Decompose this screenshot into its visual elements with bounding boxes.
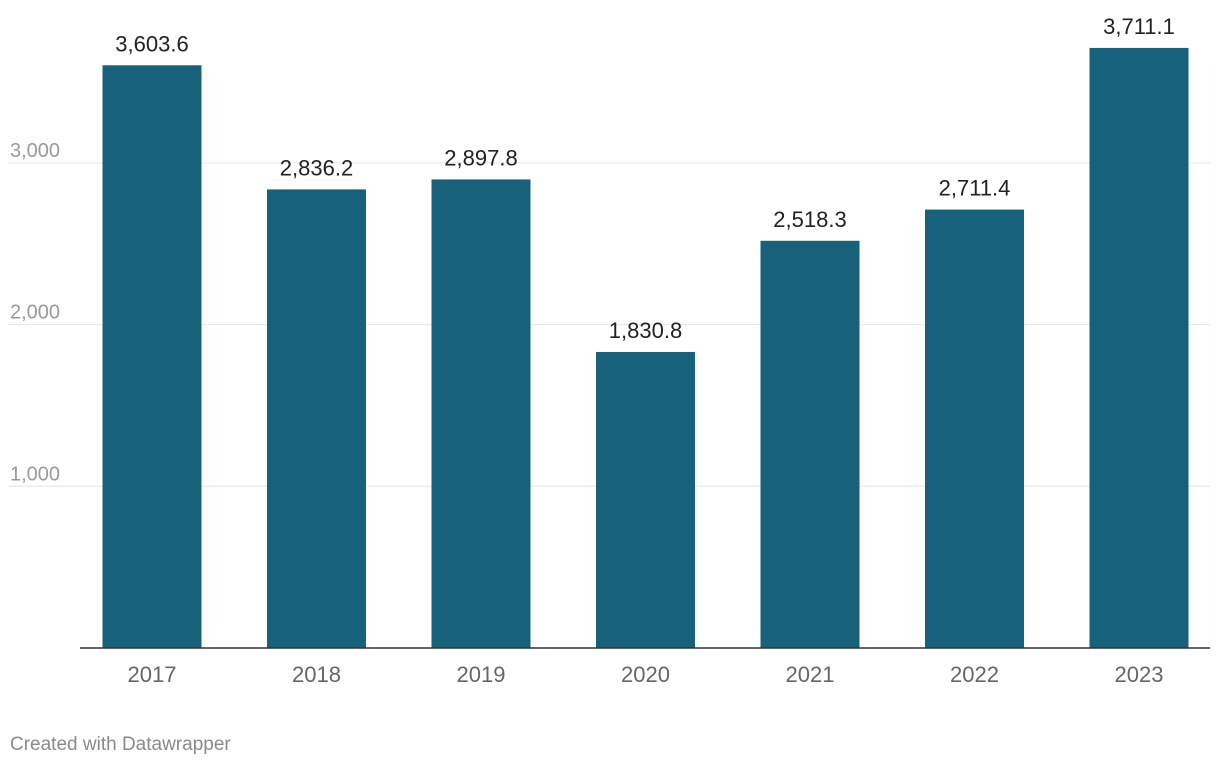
x-tick-label-2021: 2021	[786, 662, 835, 687]
bar-2022	[925, 209, 1024, 648]
value-label-2021: 2,518.3	[773, 207, 846, 232]
x-tick-label-2020: 2020	[621, 662, 670, 687]
bar-2017	[102, 65, 202, 649]
bar-2023	[1089, 47, 1189, 648]
value-label-2023: 3,711.1	[1103, 14, 1175, 39]
value-label-2022: 2,711.4	[939, 176, 1011, 201]
credit-text: Created with Datawrapper	[10, 734, 231, 755]
value-label-2019: 2,897.8	[444, 145, 517, 170]
y-axis: 1,000 2,000 3,000	[10, 140, 60, 485]
y-tick-label-1000: 1,000	[10, 463, 60, 485]
bar-2020	[596, 351, 695, 648]
value-label-2020: 1,830.8	[609, 318, 682, 343]
value-labels: 3,603.6 2,836.2 2,897.8 1,830.8 2,518.3 2,711…	[115, 14, 1175, 343]
x-tick-label-2023: 2023	[1115, 662, 1164, 687]
x-tick-label-2022: 2022	[950, 662, 999, 687]
bars	[102, 47, 1189, 649]
x-tick-label-2019: 2019	[457, 662, 506, 687]
x-axis: 2017 2018 2019 2020 2021 2022 2023	[80, 647, 1210, 687]
bar-2021	[760, 240, 860, 648]
y-tick-label-3000: 3,000	[10, 140, 60, 162]
y-tick-label-2000: 2,000	[10, 302, 60, 324]
value-label-2018: 2,836.2	[280, 155, 353, 180]
value-label-2017: 3,603.6	[115, 31, 188, 56]
x-tick-label-2017: 2017	[128, 662, 177, 687]
bar-2019	[431, 179, 531, 649]
x-tick-label-2018: 2018	[292, 662, 341, 687]
bar-2018	[267, 189, 366, 648]
